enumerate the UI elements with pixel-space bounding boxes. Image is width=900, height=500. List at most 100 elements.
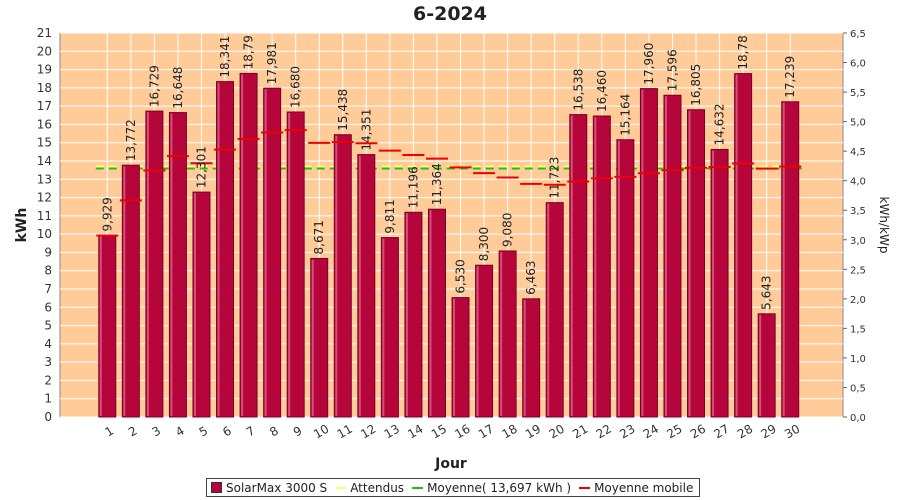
bar-highlight [523, 299, 526, 416]
y2-tick-label: 1,0 [850, 354, 866, 365]
x-tick-label: 29 [759, 422, 779, 442]
data-label: 15,438 [336, 89, 350, 131]
expected-swatch [335, 486, 347, 489]
y-tick-label: 18 [37, 81, 52, 95]
bar-highlight [123, 166, 126, 416]
production-swatch [211, 482, 222, 493]
x-tick-label: 24 [641, 422, 661, 442]
data-label: 17,960 [642, 43, 656, 85]
data-label: 15,164 [618, 94, 632, 136]
data-label: 16,538 [571, 69, 585, 111]
x-tick-label: 15 [429, 422, 449, 442]
bar [451, 297, 470, 418]
bar-highlight [288, 112, 291, 416]
bar-highlight [500, 251, 503, 416]
bar-highlight [641, 89, 644, 417]
bar [781, 101, 800, 418]
y-tick-label: 15 [37, 136, 52, 150]
bar [357, 154, 376, 418]
x-tick-label: 25 [664, 422, 684, 442]
data-label: 16,805 [689, 64, 703, 106]
data-label: 9,080 [501, 213, 515, 247]
data-label: 5,643 [760, 275, 774, 309]
bar [263, 87, 282, 418]
x-tick-label: 27 [711, 422, 731, 442]
x-tick-label: 3 [150, 424, 164, 440]
x-tick-label: 6 [220, 424, 234, 440]
x-tick-label: 18 [500, 422, 520, 442]
data-label: 8,300 [477, 227, 491, 261]
data-label: 18,79 [242, 35, 256, 69]
bar-highlight [712, 150, 715, 417]
bar [757, 313, 776, 418]
bar-highlight [264, 89, 267, 416]
y-tick-label: 0 [44, 410, 52, 424]
y-tick-label: 6 [44, 300, 52, 314]
y-tick-label: 9 [44, 245, 52, 259]
bar [475, 264, 494, 418]
x-tick-label: 14 [405, 422, 425, 442]
y2-tick-label: 2,5 [850, 265, 866, 276]
bar [639, 88, 658, 418]
y-tick-label: 2 [44, 373, 52, 387]
bar-highlight [358, 155, 361, 416]
y2-tick-label: 6,5 [850, 29, 866, 40]
y-tick-label: 12 [37, 191, 52, 205]
bar [663, 94, 682, 418]
bar [333, 134, 352, 418]
x-axis-ticks: 1 2 3 4 5 6 7 8 9 10 11 12 13 14 15 16 17 18 19 20 21 22 23 24 2… [102, 422, 802, 442]
x-tick-label: 30 [782, 422, 802, 442]
bar-highlight [429, 210, 432, 416]
x-tick-label: 5 [197, 424, 211, 440]
legend-item-production: SolarMax 3000 S [211, 481, 327, 495]
data-label: 8,671 [312, 220, 326, 254]
y2-tick-label: 3,0 [850, 236, 866, 247]
moving-average-swatch [579, 486, 591, 489]
bar-highlight [146, 112, 149, 416]
bar [404, 211, 423, 418]
data-label: 9,811 [383, 199, 397, 233]
bar-highlight [311, 259, 314, 416]
bar-highlight [688, 110, 691, 417]
y-tick-label: 5 [44, 319, 52, 333]
y-tick-label: 1 [44, 392, 52, 406]
y2-tick-label: 0,5 [850, 383, 866, 394]
data-label: 12,301 [194, 146, 208, 188]
x-tick-label: 16 [452, 422, 472, 442]
x-tick-label: 13 [382, 422, 402, 442]
bar [687, 109, 706, 418]
data-label: 6,463 [524, 260, 538, 294]
x-tick-label: 12 [358, 422, 378, 442]
x-tick-label: 20 [547, 422, 567, 442]
x-tick-label: 4 [173, 424, 187, 440]
x-tick-label: 28 [735, 422, 755, 442]
x-tick-label: 26 [688, 422, 708, 442]
data-label: 16,729 [147, 65, 161, 107]
y-tick-label: 14 [37, 154, 52, 168]
bar-highlight [735, 74, 738, 416]
x-tick-label: 7 [244, 424, 258, 440]
y-tick-label: 17 [37, 99, 52, 113]
legend-label-average: Moyenne( 13,697 kWh ) [427, 480, 572, 495]
data-label: 11,723 [548, 157, 562, 199]
data-label: 11,364 [430, 163, 444, 205]
average-swatch [412, 486, 424, 489]
bar [168, 112, 187, 418]
data-label: 14,351 [359, 109, 373, 151]
bar [192, 191, 211, 418]
data-label: 17,596 [665, 49, 679, 91]
bar [569, 114, 588, 418]
y-tick-label: 13 [37, 172, 52, 186]
data-label: 16,680 [289, 66, 303, 108]
y-tick-label: 20 [37, 44, 52, 58]
x-tick-label: 10 [311, 422, 331, 442]
legend: SolarMax 3000 S Attendus Moyenne( 13,697… [206, 478, 701, 497]
bar [592, 115, 611, 418]
y-tick-label: 8 [44, 264, 52, 278]
y-tick-label: 7 [44, 282, 52, 296]
bar-highlight [476, 266, 479, 416]
x-tick-label: 11 [335, 422, 355, 442]
x-tick-label: 17 [476, 422, 496, 442]
y2-tick-label: 4,5 [850, 147, 866, 158]
data-label: 11,196 [406, 166, 420, 208]
